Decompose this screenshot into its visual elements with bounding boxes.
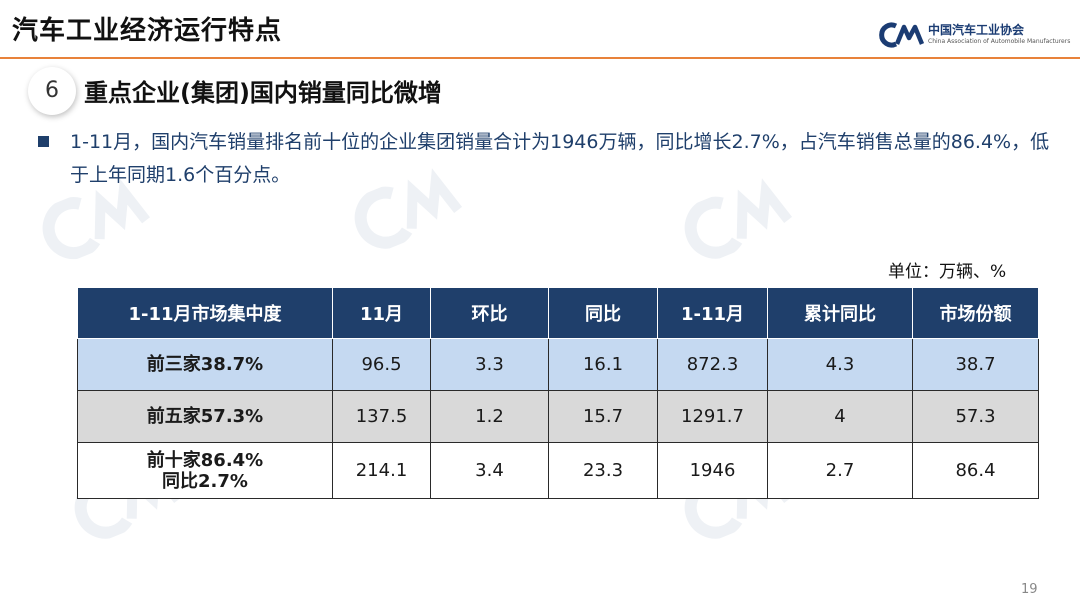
market-concentration-table: 1-11月市场集中度 11月 环比 同比 1-11月 累计同比 市场份额 前三家… <box>77 287 1039 499</box>
table-cell: 16.1 <box>548 338 658 391</box>
table-header-cell: 11月 <box>332 287 431 339</box>
bullet-square-icon <box>38 136 49 147</box>
table-row: 前十家86.4% 同比2.7% 214.1 3.4 23.3 1946 2.7 … <box>77 442 1039 499</box>
table-header-row: 1-11月市场集中度 11月 环比 同比 1-11月 累计同比 市场份额 <box>77 287 1039 339</box>
section-number-badge: 6 <box>28 67 76 115</box>
table-header-cell: 环比 <box>430 287 549 339</box>
row-label-line: 同比2.7% <box>162 470 248 492</box>
table-cell: 1291.7 <box>657 390 768 443</box>
row-label-line: 前十家86.4% <box>146 449 264 471</box>
slide-header: 汽车工业经济运行特点 中国汽车工业协会 China Association of… <box>0 0 1080 59</box>
logo-chinese-name: 中国汽车工业协会 <box>928 23 1025 37</box>
section-title: 重点企业(集团)国内销量同比微增 <box>84 79 442 107</box>
caam-logo-icon <box>879 22 924 48</box>
summary-paragraph: 1-11月，国内汽车销量排名前十位的企业集团销量合计为1946万辆，同比增长2.… <box>70 131 1050 186</box>
table-cell: 2.7 <box>767 442 913 499</box>
table-cell: 1.2 <box>430 390 549 443</box>
table-header-cell: 同比 <box>548 287 658 339</box>
table-header-cell: 累计同比 <box>767 287 913 339</box>
table-cell: 38.7 <box>912 338 1039 391</box>
table-cell: 137.5 <box>332 390 431 443</box>
slide-title: 汽车工业经济运行特点 <box>12 16 283 46</box>
row-label-cell: 前五家57.3% <box>77 390 333 443</box>
table-header-cell: 市场份额 <box>912 287 1039 339</box>
table-header-cell: 1-11月 <box>657 287 768 339</box>
row-label-cell: 前十家86.4% 同比2.7% <box>77 442 333 499</box>
table-cell: 1946 <box>657 442 768 499</box>
table-row: 前五家57.3% 137.5 1.2 15.7 1291.7 4 57.3 <box>77 390 1039 443</box>
logo-english-name: China Association of Automobile Manufact… <box>928 38 1071 45</box>
table-cell: 86.4 <box>912 442 1039 499</box>
table-cell: 23.3 <box>548 442 658 499</box>
table-cell: 3.3 <box>430 338 549 391</box>
table-cell: 4.3 <box>767 338 913 391</box>
row-label-line: 前五家57.3% <box>146 406 264 427</box>
unit-label: 单位：万辆、% <box>888 262 1007 282</box>
row-label-line: 前三家38.7% <box>146 354 264 375</box>
header-divider <box>0 57 1080 59</box>
page-number: 19 <box>1021 582 1038 597</box>
table-cell: 872.3 <box>657 338 768 391</box>
caam-logo: 中国汽车工业协会 China Association of Automobile… <box>876 20 1076 52</box>
table-cell: 4 <box>767 390 913 443</box>
table-cell: 15.7 <box>548 390 658 443</box>
table-header-cell: 1-11月市场集中度 <box>77 287 333 339</box>
row-label-cell: 前三家38.7% <box>77 338 333 391</box>
table-cell: 3.4 <box>430 442 549 499</box>
table-cell: 96.5 <box>332 338 431 391</box>
table-row: 前三家38.7% 96.5 3.3 16.1 872.3 4.3 38.7 <box>77 338 1039 391</box>
table-cell: 57.3 <box>912 390 1039 443</box>
table-cell: 214.1 <box>332 442 431 499</box>
